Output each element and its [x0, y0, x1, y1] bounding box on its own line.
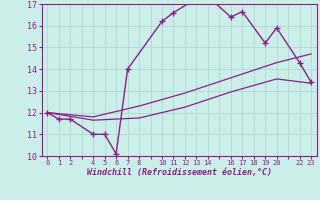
- X-axis label: Windchill (Refroidissement éolien,°C): Windchill (Refroidissement éolien,°C): [87, 168, 272, 177]
